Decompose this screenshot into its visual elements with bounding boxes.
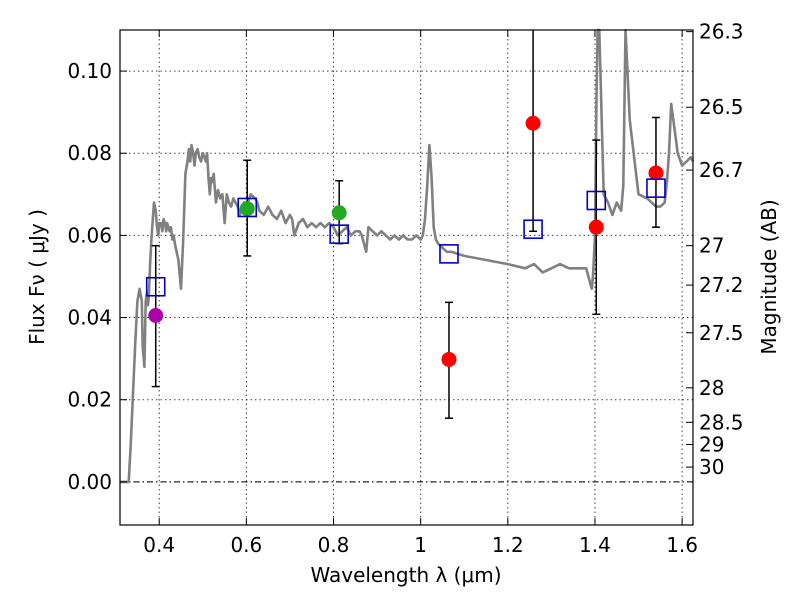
y-tick-label: 0.08 xyxy=(67,141,112,165)
observed-point xyxy=(441,351,457,367)
grid xyxy=(120,30,693,525)
model-photometry-point xyxy=(646,178,666,198)
y2-tick-label: 27.5 xyxy=(699,321,744,345)
error-bars xyxy=(151,30,660,419)
model-photometry-point xyxy=(145,276,166,297)
model-sed-line xyxy=(120,28,695,484)
observed-point xyxy=(525,115,541,131)
x-tick-label: 0.8 xyxy=(318,533,350,557)
x-tick-label: 0.4 xyxy=(143,533,175,557)
y2-axis-label: Magnitude (AB) xyxy=(757,199,781,354)
y2-tick-label: 26.7 xyxy=(699,158,744,182)
model-photometry-points xyxy=(145,178,666,297)
observed-point xyxy=(331,205,347,221)
model-photometry-point xyxy=(439,244,459,264)
model-photometry-point xyxy=(523,219,543,240)
y2-tick-label: 26.5 xyxy=(699,95,744,119)
y-axis-ticks: 0.00 0.02 0.04 0.06 0.08 0.10 xyxy=(67,59,127,494)
y-tick-label: 0.02 xyxy=(67,388,112,412)
y-tick-label: 0.00 xyxy=(67,470,112,494)
model-photometry-point xyxy=(586,190,607,211)
axes-frame xyxy=(119,29,694,526)
y2-tick-label: 30 xyxy=(699,455,724,479)
x-tick-label: 1.4 xyxy=(579,533,611,557)
y2-tick-label: 26.3 xyxy=(699,20,744,44)
observed-point xyxy=(239,201,255,217)
y2-tick-label: 27 xyxy=(699,234,724,258)
x-axis-label: Wavelength λ (μm) xyxy=(310,563,501,587)
model-photometry-point xyxy=(329,224,349,244)
x-tick-label: 1 xyxy=(414,533,427,557)
observed-point xyxy=(148,307,164,323)
model-sed-layer xyxy=(120,28,695,484)
y-tick-label: 0.04 xyxy=(67,306,112,330)
observed-point xyxy=(648,165,664,181)
y-axis-label: Flux Fν ( μJy ) xyxy=(25,209,49,345)
observed-point xyxy=(588,219,604,235)
observed-points xyxy=(148,115,664,367)
y2-tick-label: 29 xyxy=(699,432,724,456)
model-photometry-point xyxy=(237,197,258,218)
x-tick-label: 1.2 xyxy=(492,533,524,557)
y-tick-label: 0.06 xyxy=(67,223,112,247)
y2-tick-label: 28 xyxy=(699,376,724,400)
plot-frame xyxy=(119,29,694,526)
y2-tick-label: 27.2 xyxy=(699,273,744,297)
x-tick-label: 0.6 xyxy=(230,533,262,557)
y-tick-label: 0.10 xyxy=(67,59,112,83)
y2-tick-label: 28.5 xyxy=(699,410,744,434)
x-axis-ticks: 0.4 0.6 0.8 1 1.2 1.4 1.6 xyxy=(143,30,698,557)
x-tick-label: 1.6 xyxy=(666,533,698,557)
